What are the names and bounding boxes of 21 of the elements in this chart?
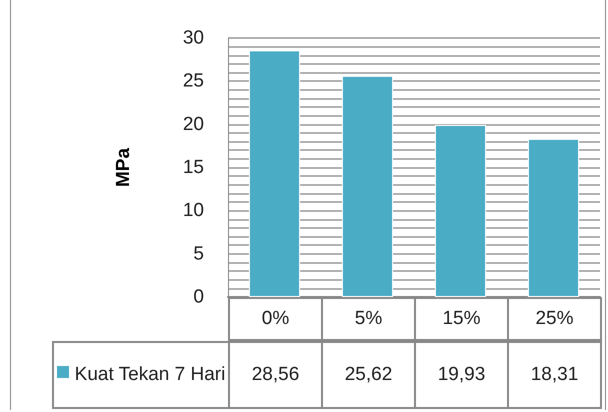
x-tick-label: 0%	[229, 298, 322, 340]
data-label: 19,93	[415, 342, 508, 408]
bar	[434, 124, 486, 297]
bar	[342, 76, 394, 297]
legend-label: Kuat Tekan 7 Hari	[53, 342, 229, 408]
y-axis-title: MPa	[113, 148, 134, 188]
data-label: 28,56	[229, 342, 322, 408]
y-tick-label: 5	[193, 243, 204, 264]
data-label: 25,62	[322, 342, 415, 408]
y-tick-label: 15	[182, 157, 204, 178]
bar	[528, 138, 580, 297]
x-tick-label: 5%	[322, 298, 415, 340]
y-tick-label: 30	[182, 28, 204, 48]
y-tick-label: 25	[182, 70, 204, 92]
y-tick-label: 10	[182, 200, 204, 222]
x-tick-label: 25%	[508, 298, 601, 340]
x-tick-label: 15%	[415, 298, 508, 340]
bar	[248, 50, 300, 297]
y-tick-label: 20	[182, 114, 204, 135]
data-label: 18,31	[508, 342, 601, 408]
y-tick-label: 0	[193, 286, 204, 308]
